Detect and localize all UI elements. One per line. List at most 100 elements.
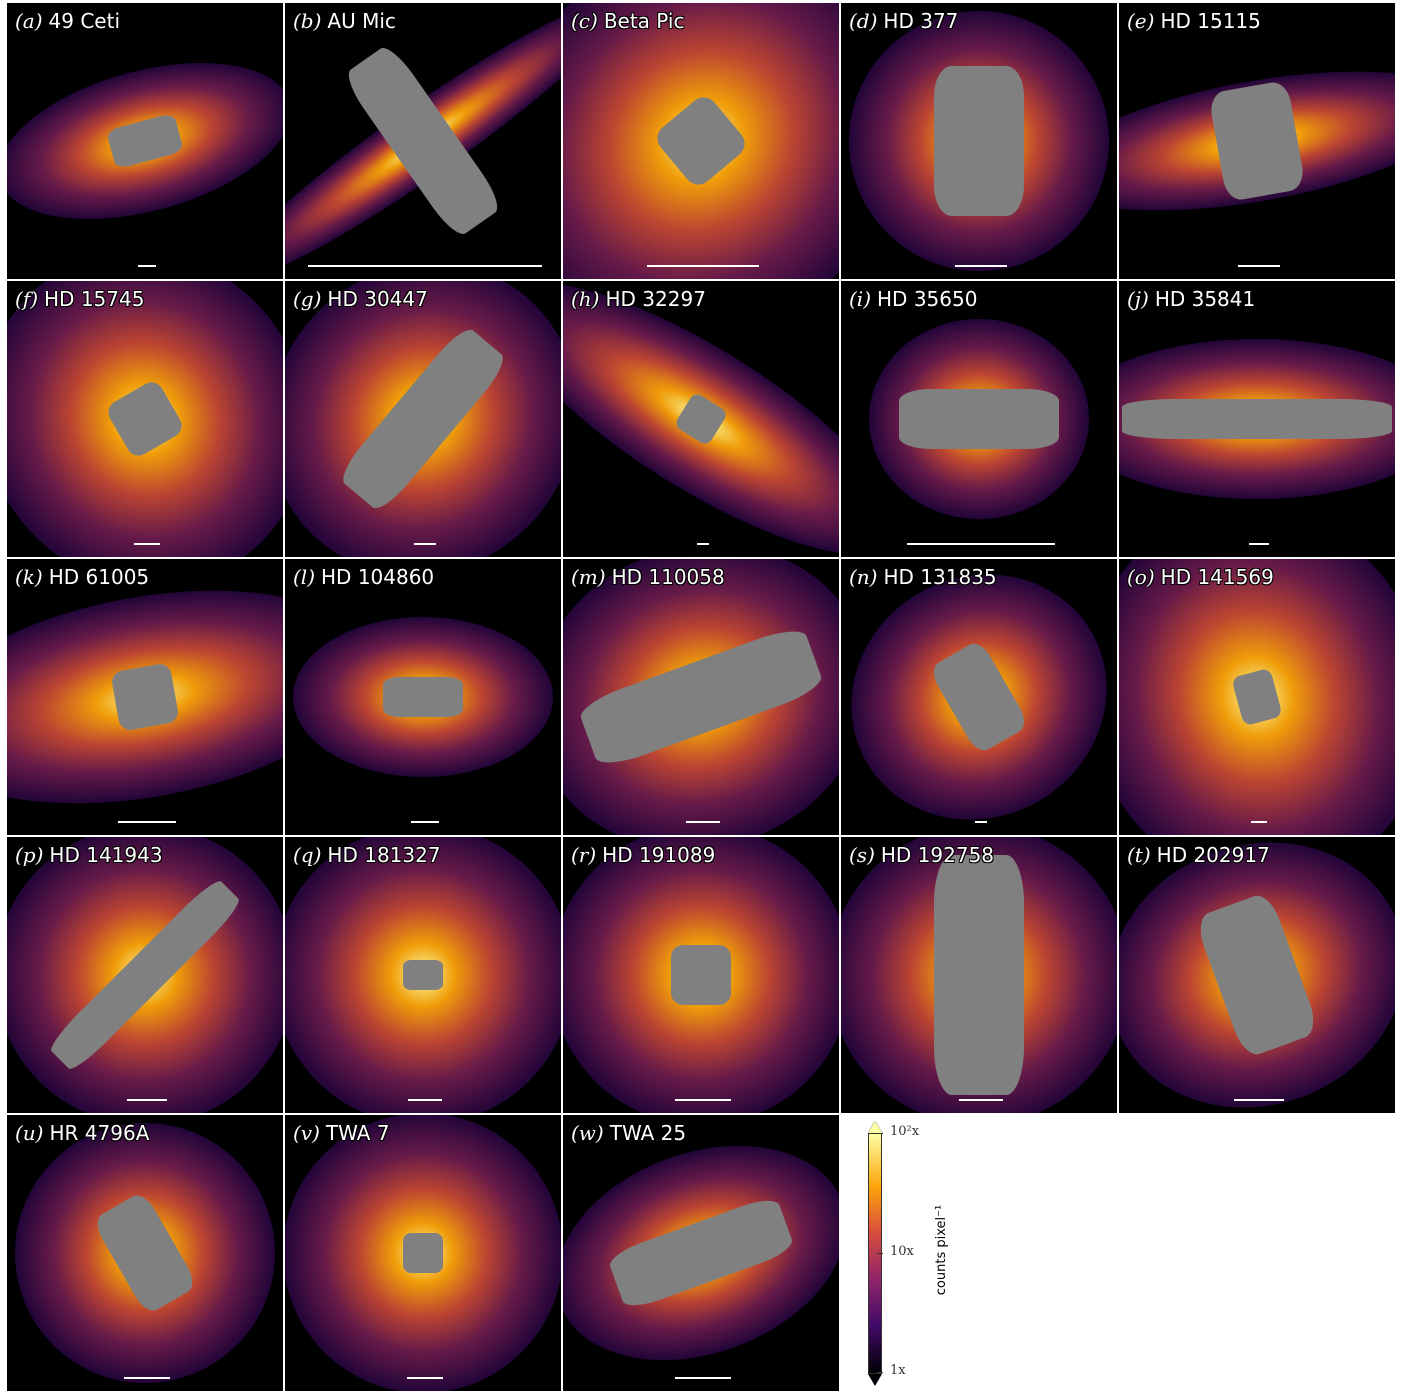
image-panel: (a) 49 Ceti <box>7 3 283 279</box>
image-panel: (q) HD 181327 <box>285 837 561 1113</box>
image-panel: (s) HD 192758 <box>841 837 1117 1113</box>
scale-bar <box>124 1377 170 1379</box>
image-panel: (e) HD 15115 <box>1119 3 1395 279</box>
scale-bar <box>697 543 709 545</box>
panel-label: (t) HD 202917 <box>1127 843 1270 867</box>
panel-label: (v) TWA 7 <box>293 1121 390 1145</box>
target-name: AU Mic <box>327 9 396 33</box>
target-name: TWA 25 <box>609 1121 687 1145</box>
target-name: HD 61005 <box>48 565 150 589</box>
target-name: HD 377 <box>883 9 959 33</box>
panel-tag: (v) <box>293 1121 320 1145</box>
panel-label: (q) HD 181327 <box>293 843 441 867</box>
colorbar-tick-label: 10x <box>890 1243 914 1259</box>
panel-label: (a) 49 Ceti <box>15 9 120 33</box>
mask <box>110 662 180 732</box>
panel-tag: (b) <box>293 9 322 33</box>
mask <box>403 1233 443 1273</box>
image-panel: (m) HD 110058 <box>563 559 839 835</box>
target-name: HD 35841 <box>1154 287 1256 311</box>
image-panel: (b) AU Mic <box>285 3 561 279</box>
panel-tag: (g) <box>293 287 322 311</box>
scale-bar <box>955 265 1007 267</box>
image-panel: (r) HD 191089 <box>563 837 839 1113</box>
panel-tag: (e) <box>1127 9 1155 33</box>
target-name: HD 104860 <box>321 565 435 589</box>
mask <box>671 945 731 1005</box>
scale-bar <box>675 1099 731 1101</box>
panel-tag: (n) <box>849 565 878 589</box>
colorbar-tick <box>877 1133 883 1134</box>
panel-tag: (t) <box>1127 843 1151 867</box>
panel-label: (b) AU Mic <box>293 9 396 33</box>
panel-tag: (l) <box>293 565 316 589</box>
panel-tag: (r) <box>571 843 597 867</box>
panel-label: (m) HD 110058 <box>571 565 725 589</box>
panel-tag: (u) <box>15 1121 44 1145</box>
panel-tag: (c) <box>571 9 598 33</box>
panel-label: (i) HD 35650 <box>849 287 977 311</box>
image-panel: (u) HR 4796A <box>7 1115 283 1391</box>
panel-label: (c) Beta Pic <box>571 9 684 33</box>
colorbar-tick-label: 1x <box>890 1363 906 1378</box>
panel-tag: (d) <box>849 9 878 33</box>
image-panel: (o) HD 141569 <box>1119 559 1395 835</box>
scale-bar <box>118 821 176 823</box>
target-name: HD 181327 <box>327 843 441 867</box>
panel-label: (r) HD 191089 <box>571 843 715 867</box>
target-name: HD 192758 <box>880 843 995 867</box>
target-name: HD 30447 <box>327 287 428 311</box>
scale-bar <box>127 1099 167 1101</box>
scale-bar <box>1234 1099 1284 1101</box>
target-name: Beta Pic <box>603 9 685 33</box>
image-panel: (h) HD 32297 <box>563 281 839 557</box>
panel-tag: (a) <box>15 9 43 33</box>
panel-label: (o) HD 141569 <box>1127 565 1274 589</box>
colorbar-tick-label: 10²x <box>890 1124 920 1139</box>
target-name: HD 141569 <box>1160 565 1274 589</box>
mask <box>934 66 1024 216</box>
panel-label: (g) HD 30447 <box>293 287 428 311</box>
scale-bar <box>675 1377 731 1379</box>
panel-tag: (p) <box>15 843 44 867</box>
target-name: HD 202917 <box>1156 843 1270 867</box>
mask <box>1122 399 1392 439</box>
scale-bar <box>907 543 1055 545</box>
panel-label: (p) HD 141943 <box>15 843 163 867</box>
scale-bar <box>1251 821 1267 823</box>
panel-label: (l) HD 104860 <box>293 565 434 589</box>
panel-tag: (o) <box>1127 565 1155 589</box>
target-name: HD 141943 <box>49 843 163 867</box>
mask <box>383 677 463 717</box>
panel-label: (f) HD 15745 <box>15 287 144 311</box>
scale-bar <box>686 821 720 823</box>
scale-bar <box>411 821 439 823</box>
scale-bar <box>975 821 987 823</box>
target-name: 49 Ceti <box>48 9 121 33</box>
scale-bar <box>134 543 160 545</box>
panel-tag: (m) <box>571 565 606 589</box>
colorbar <box>868 1133 882 1374</box>
image-panel: (j) HD 35841 <box>1119 281 1395 557</box>
target-name: HD 35650 <box>877 287 978 311</box>
image-panel: (i) HD 35650 <box>841 281 1117 557</box>
panel-label: (n) HD 131835 <box>849 565 997 589</box>
image-panel: (t) HD 202917 <box>1119 837 1395 1113</box>
panel-label: (s) HD 192758 <box>849 843 994 867</box>
image-panel: (d) HD 377 <box>841 3 1117 279</box>
panel-tag: (s) <box>849 843 875 867</box>
scale-bar <box>138 265 156 267</box>
colorbar-extend-bottom <box>868 1374 882 1386</box>
scale-bar <box>408 1099 442 1101</box>
panel-tag: (h) <box>571 287 600 311</box>
image-panel: (g) HD 30447 <box>285 281 561 557</box>
mask <box>899 389 1059 449</box>
scale-bar <box>647 265 759 267</box>
mask <box>934 855 1024 1095</box>
target-name: HD 15115 <box>1160 9 1261 33</box>
target-name: HD 32297 <box>605 287 706 311</box>
colorbar-label: counts pixel⁻¹ <box>934 1204 949 1296</box>
image-panel: (v) TWA 7 <box>285 1115 561 1391</box>
scale-bar <box>1249 543 1269 545</box>
